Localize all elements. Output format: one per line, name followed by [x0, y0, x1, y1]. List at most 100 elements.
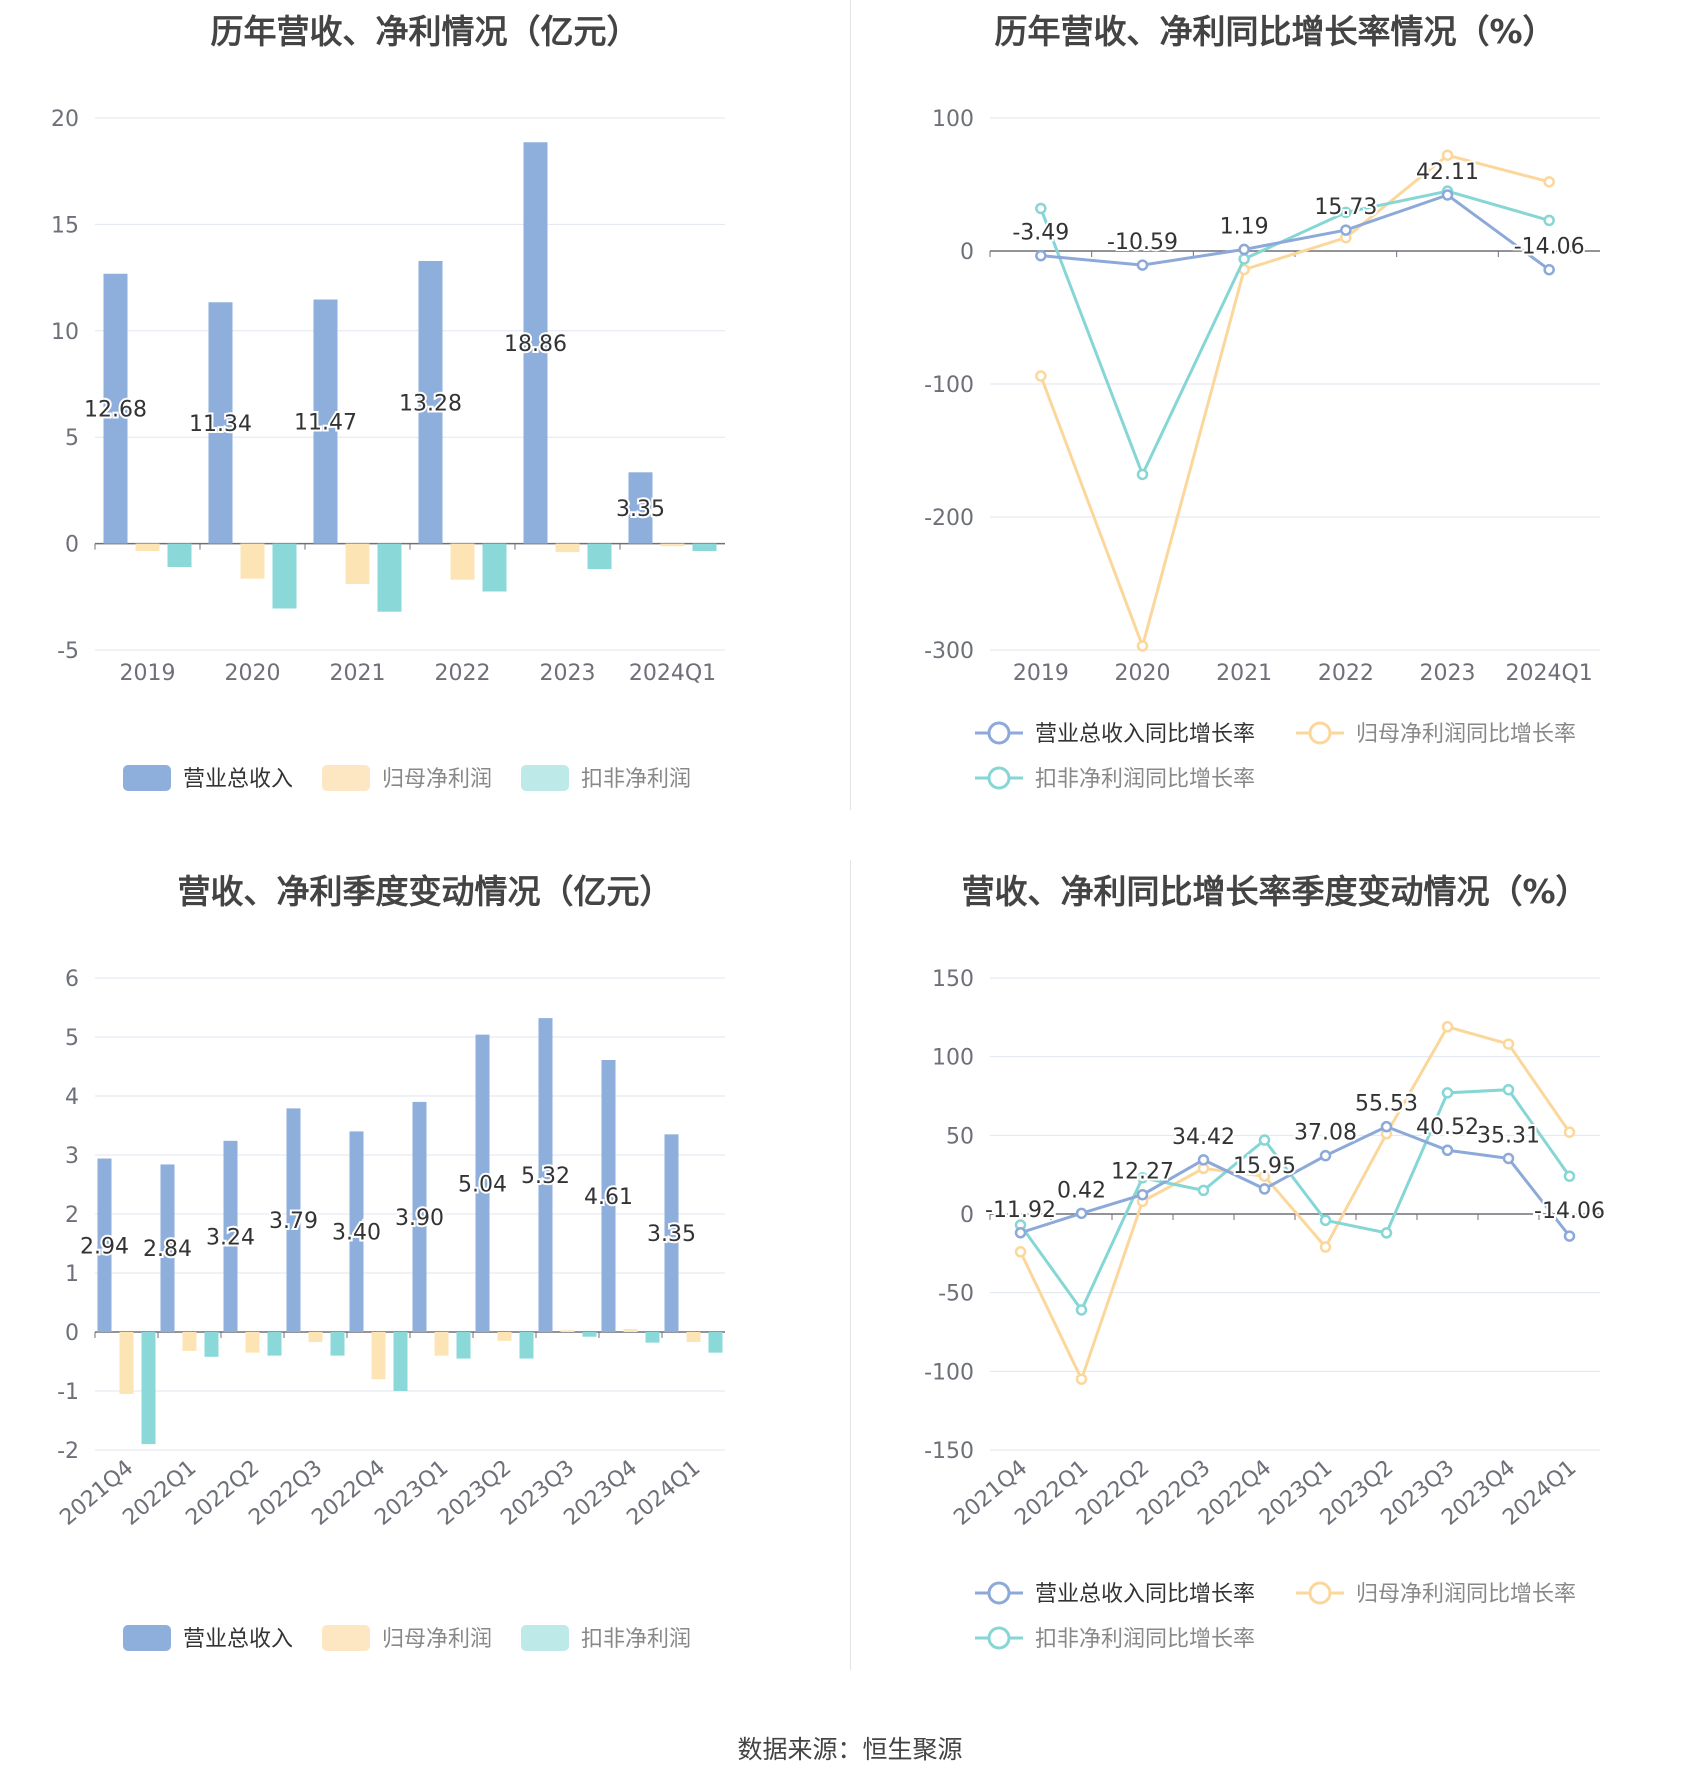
data-point [1136, 259, 1149, 271]
data-point [1563, 1230, 1576, 1242]
data-point [1136, 1188, 1149, 1201]
bar [523, 142, 548, 544]
data-label: 12.27 [1111, 1160, 1174, 1185]
bar [660, 543, 685, 547]
y-tick-label: 0 [960, 240, 974, 265]
bar [664, 1134, 679, 1332]
data-label: 15.73 [1314, 195, 1377, 220]
legend-marker [1308, 721, 1332, 745]
data-point [1075, 1373, 1088, 1385]
annual-growth-chart: -300 -200 -100 0 100 2019 2020 2021 2022 2023 2024… [924, 107, 1600, 792]
data-label: -14.06 [1514, 235, 1585, 260]
data-point [1238, 253, 1250, 265]
bar [519, 1332, 534, 1359]
y-tick-label: -200 [924, 506, 974, 531]
y-tick-label: 3 [65, 1144, 79, 1169]
bar [601, 1060, 616, 1332]
bar [623, 1329, 638, 1332]
y-tick-label: -1 [57, 1380, 79, 1405]
y-tick-label: 0 [65, 1321, 79, 1346]
data-point [1014, 1227, 1027, 1239]
quarterly-revenue-profit-chart: -2-101234562021Q42022Q12022Q22022Q32022Q… [55, 967, 725, 1652]
bar [645, 1332, 660, 1343]
x-tick-label: 2020 [1115, 661, 1171, 686]
legend-label: 扣非净利润同比增长率 [1035, 1627, 1255, 1652]
bar [272, 543, 297, 609]
bar [434, 1332, 449, 1356]
data-label: 3.35 [647, 1222, 696, 1247]
data-point [1441, 189, 1454, 201]
data-label: -3.49 [1012, 221, 1069, 246]
bar [692, 543, 717, 552]
chart-title: 历年营收、净利同比增长率情况（%） [994, 12, 1556, 51]
data-label: 11.47 [294, 411, 357, 436]
x-tick-label: 2020 [225, 661, 281, 686]
data-point [1319, 1149, 1332, 1162]
data-point [1380, 1120, 1393, 1133]
x-tick-label: 2022 [435, 661, 491, 686]
data-label: 13.28 [399, 391, 462, 416]
legend-swatch [322, 765, 370, 791]
y-tick-label: 6 [65, 967, 79, 992]
bar [240, 543, 265, 579]
bar [587, 543, 612, 570]
chart-title: 营收、净利季度变动情况（亿元） [177, 872, 673, 911]
data-point [1543, 176, 1555, 188]
y-tick-label: -300 [924, 639, 974, 664]
data-point [1543, 263, 1555, 276]
x-tick-label: 2019 [120, 661, 176, 686]
legend-marker [987, 1626, 1011, 1650]
annual-revenue-profit-panel: 历年营收、净利情况（亿元） -5 0 5 10 15 20 2019 2020 2021 2022… [0, 0, 850, 860]
data-point [1340, 224, 1352, 236]
data-label: 0.42 [1057, 1178, 1106, 1203]
legend-swatch [322, 1625, 370, 1651]
legend-swatch [521, 765, 569, 791]
data-label: 3.79 [269, 1209, 318, 1234]
y-tick-label: 5 [65, 1026, 79, 1051]
bar [97, 1158, 112, 1332]
data-label: -11.92 [985, 1198, 1056, 1223]
data-label: 37.08 [1294, 1121, 1357, 1146]
series-line [1019, 1088, 1571, 1313]
data-label: 2.84 [143, 1237, 192, 1262]
data-point [1258, 1134, 1271, 1146]
bar [267, 1332, 282, 1356]
legend-label: 营业总收入同比增长率 [1035, 722, 1255, 747]
quarterly-growth-chart: -150-100-500501001502021Q42022Q12022Q220… [924, 967, 1607, 1652]
y-tick-label: -100 [924, 373, 974, 398]
series-line [1039, 189, 1550, 479]
x-tick-label: 2019 [1013, 661, 1069, 686]
bar [708, 1332, 723, 1353]
y-tick-label: 150 [932, 967, 974, 992]
legend-label: 归母净利润 [382, 1627, 492, 1652]
y-tick-label: 2 [65, 1203, 79, 1228]
data-label: 12.68 [84, 398, 147, 423]
x-tick-label: 2024Q1 [629, 661, 716, 686]
y-tick-label: 100 [932, 107, 974, 132]
legend-label: 扣非净利润同比增长率 [1035, 767, 1255, 792]
y-tick-label: 100 [932, 1046, 974, 1071]
data-point [1136, 468, 1149, 481]
chart-title: 营收、净利同比增长率季度变动情况（%） [961, 872, 1589, 911]
data-label: 4.61 [584, 1185, 633, 1210]
legend-label: 归母净利润 [382, 767, 492, 792]
bar [182, 1332, 197, 1351]
y-tick-label: 4 [65, 1085, 79, 1110]
bar [349, 1131, 364, 1332]
data-source: 数据来源：恒生聚源 [737, 1735, 963, 1764]
bar [204, 1332, 219, 1357]
data-point [1563, 1170, 1576, 1182]
data-label: 35.31 [1477, 1123, 1540, 1148]
data-point [1197, 1154, 1210, 1166]
bar [160, 1164, 175, 1332]
bar [628, 472, 653, 544]
y-tick-label: 0 [960, 1203, 974, 1228]
y-tick-label: 0 [65, 533, 79, 558]
x-tick-label: 2023 [1420, 661, 1476, 686]
legend-marker [987, 1581, 1011, 1605]
legend-label: 营业总收入同比增长率 [1035, 1582, 1255, 1607]
bar [686, 1332, 701, 1343]
series-line [1040, 193, 1551, 271]
x-tick-label: 2022 [1318, 661, 1374, 686]
data-point [1502, 1152, 1515, 1165]
